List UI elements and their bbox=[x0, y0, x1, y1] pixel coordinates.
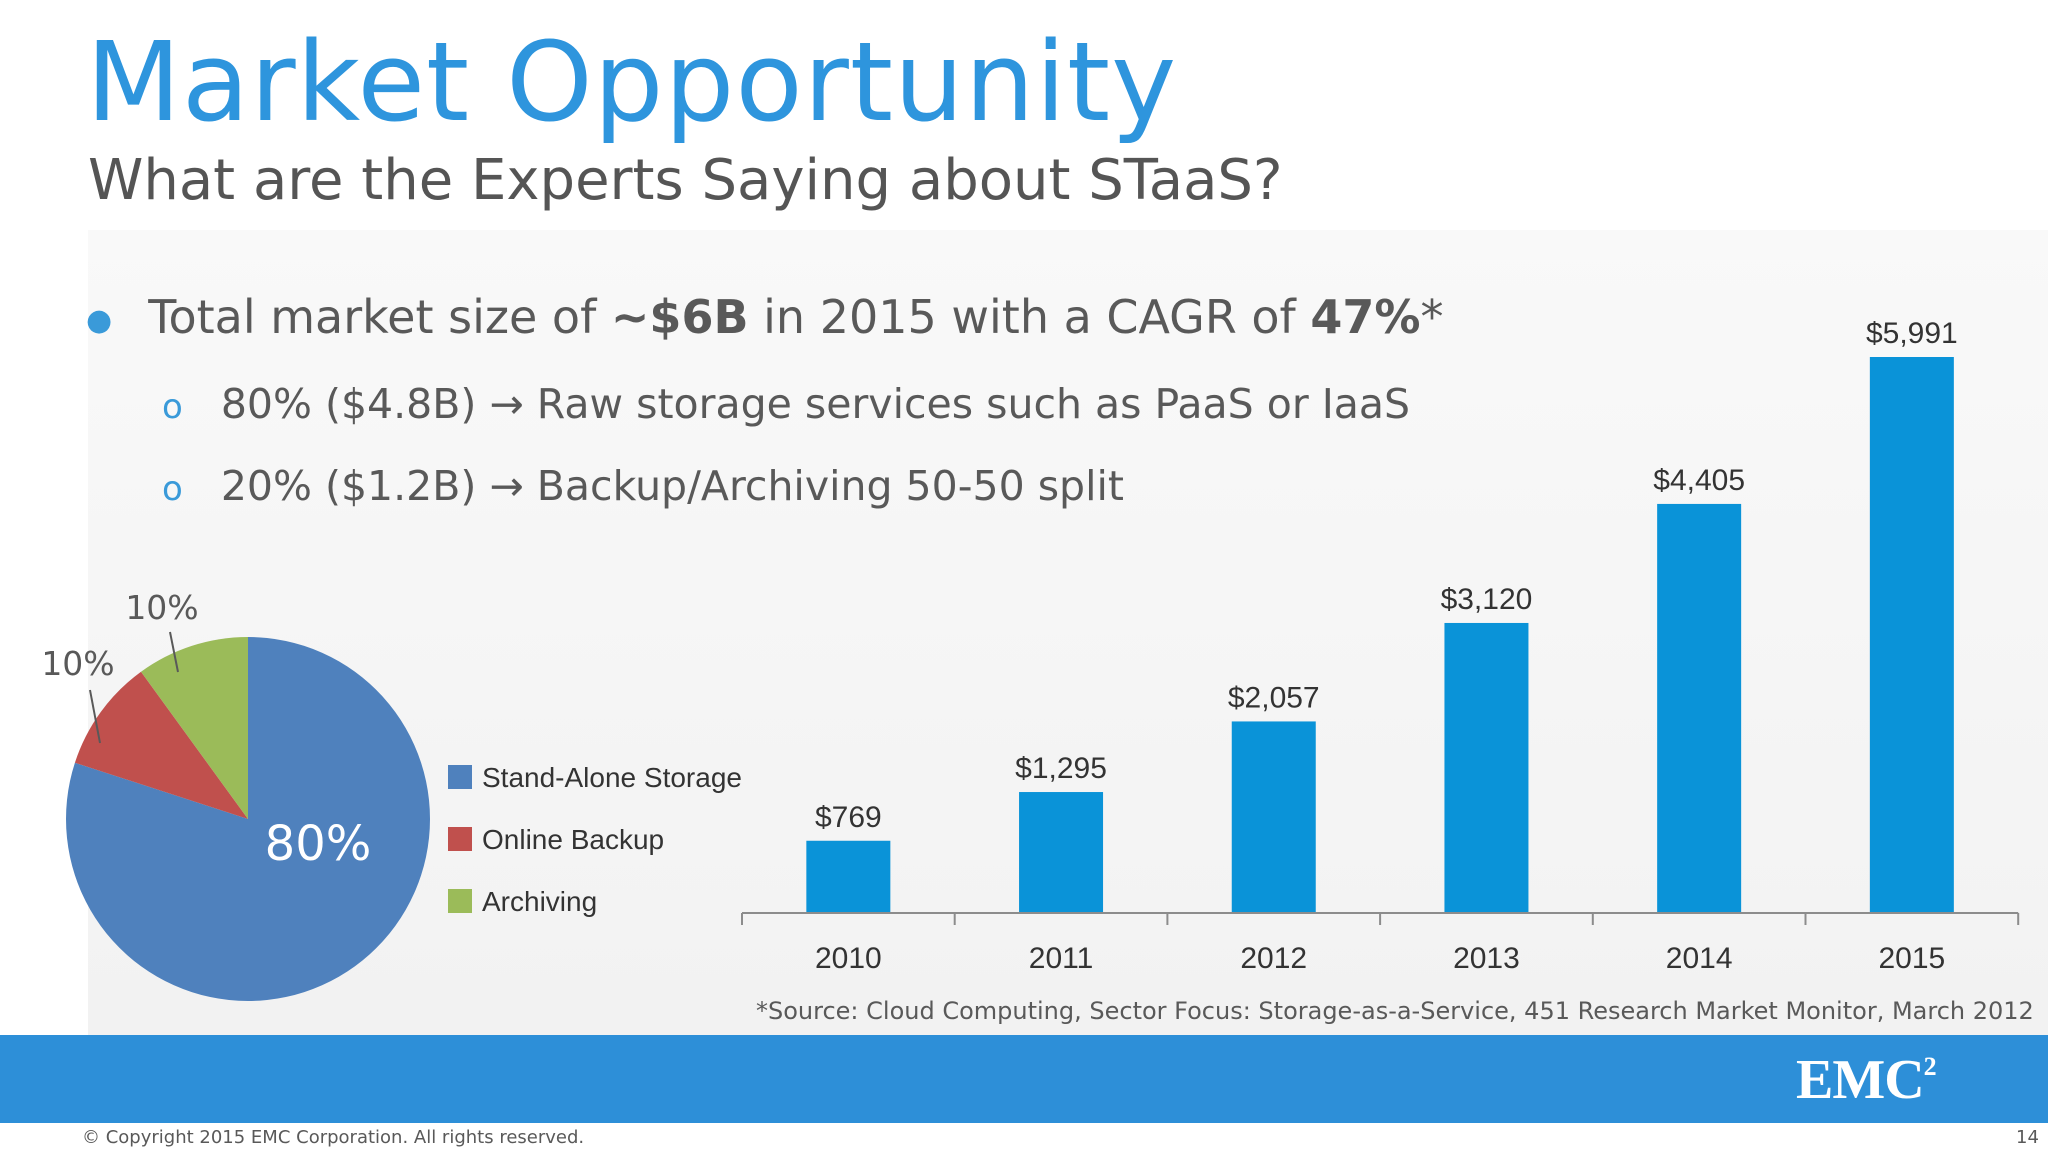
sub-bullet-text: 20% ($1.2B) → Backup/Archiving 50-50 spl… bbox=[220, 462, 1124, 510]
legend-item-online-backup-swatch bbox=[448, 827, 472, 851]
pie-slice-archiving bbox=[141, 637, 248, 819]
bar-2013 bbox=[1444, 622, 1529, 912]
footer-bar bbox=[0, 1035, 2048, 1123]
data-label-2014: $4,405 bbox=[1653, 464, 1745, 497]
bullet-cagr: 47% bbox=[1310, 290, 1421, 344]
bar-2010 bbox=[806, 840, 891, 912]
data-label-2010: $769 bbox=[815, 801, 882, 834]
x-tick-label-2013: 2013 bbox=[1453, 942, 1520, 975]
bullet-dot-icon: ● bbox=[86, 303, 113, 338]
bar-2011 bbox=[1019, 792, 1104, 912]
x-tick-label-2014: 2014 bbox=[1666, 942, 1733, 975]
data-label-2013: $3,120 bbox=[1441, 583, 1533, 616]
main-bullet: ● Total market size of ~$6B in 2015 with … bbox=[86, 290, 1444, 344]
x-tick-label-2010: 2010 bbox=[815, 942, 882, 975]
bullet-prefix: Total market size of bbox=[148, 290, 611, 344]
bar-2012 bbox=[1231, 721, 1316, 912]
pie-slice-stand-alone bbox=[66, 637, 431, 1001]
pie-legend: Stand-Alone Storage Online Backup Archivin… bbox=[448, 762, 742, 917]
source-note: *Source: Cloud Computing, Sector Focus: … bbox=[756, 997, 2034, 1025]
pie-leader-line-archiving bbox=[169, 631, 179, 673]
sub-bullet-raw-storage: o 80% ($4.8B) → Raw storage services such… bbox=[162, 380, 1410, 428]
data-label-2015: $5,991 bbox=[1866, 317, 1958, 350]
x-tick-label-2011: 2011 bbox=[1029, 942, 1094, 975]
data-label-2011: $1,295 bbox=[1015, 752, 1107, 785]
pie-label-online-backup: 10% bbox=[41, 644, 114, 683]
bullet-market-size: ~$6B bbox=[610, 290, 749, 344]
legend-item-stand-alone-swatch bbox=[448, 765, 472, 789]
logo-superscript: 2 bbox=[1923, 1052, 1937, 1081]
circle-bullet-icon: o bbox=[162, 387, 183, 427]
bar-2014 bbox=[1657, 503, 1742, 912]
emc-logo: EMC2 bbox=[1796, 1048, 1937, 1112]
pie-slice-online-backup bbox=[74, 671, 248, 819]
pie-label-stand-alone: 80% bbox=[265, 816, 372, 872]
slide-title: Market Opportunity bbox=[86, 18, 1178, 146]
bar-2015 bbox=[1869, 357, 1954, 912]
legend-item-online-backup-label: Online Backup bbox=[482, 824, 664, 855]
x-tick-label-2012: 2012 bbox=[1240, 942, 1307, 975]
circle-bullet-icon: o bbox=[162, 469, 183, 509]
legend-item-archiving-label: Archiving bbox=[482, 886, 597, 917]
pie-label-archiving: 10% bbox=[125, 588, 198, 627]
x-tick-label-2015: 2015 bbox=[1878, 942, 1945, 975]
pie-chart: 80% 10% 10% Stand-Alone Storage Online Ba… bbox=[41, 588, 742, 1001]
slide-subtitle: What are the Experts Saying about STaaS? bbox=[88, 148, 1283, 213]
logo-text: EMC bbox=[1796, 1049, 1925, 1111]
bar-chart: $769 2010 $1,295 2011 $2,057 2012 $3,120 2013 $4… bbox=[741, 317, 2020, 975]
copyright-text: © Copyright 2015 EMC Corporation. All ri… bbox=[82, 1127, 585, 1148]
data-label-2012: $2,057 bbox=[1228, 681, 1320, 714]
sub-bullet-text: 80% ($4.8B) → Raw storage services such … bbox=[220, 380, 1411, 428]
legend-item-stand-alone-label: Stand-Alone Storage bbox=[482, 762, 742, 793]
bullet-suffix: * bbox=[1420, 290, 1444, 344]
legend-item-archiving-swatch bbox=[448, 889, 472, 913]
bullet-middle: in 2015 with a CAGR of bbox=[748, 290, 1311, 344]
pie-leader-line-online-backup bbox=[89, 689, 101, 744]
page-number: 14 bbox=[2016, 1127, 2039, 1148]
pie-slices bbox=[66, 637, 431, 1001]
sub-bullet-backup: o 20% ($1.2B) → Backup/Archiving 50-50 sp… bbox=[162, 462, 1124, 510]
